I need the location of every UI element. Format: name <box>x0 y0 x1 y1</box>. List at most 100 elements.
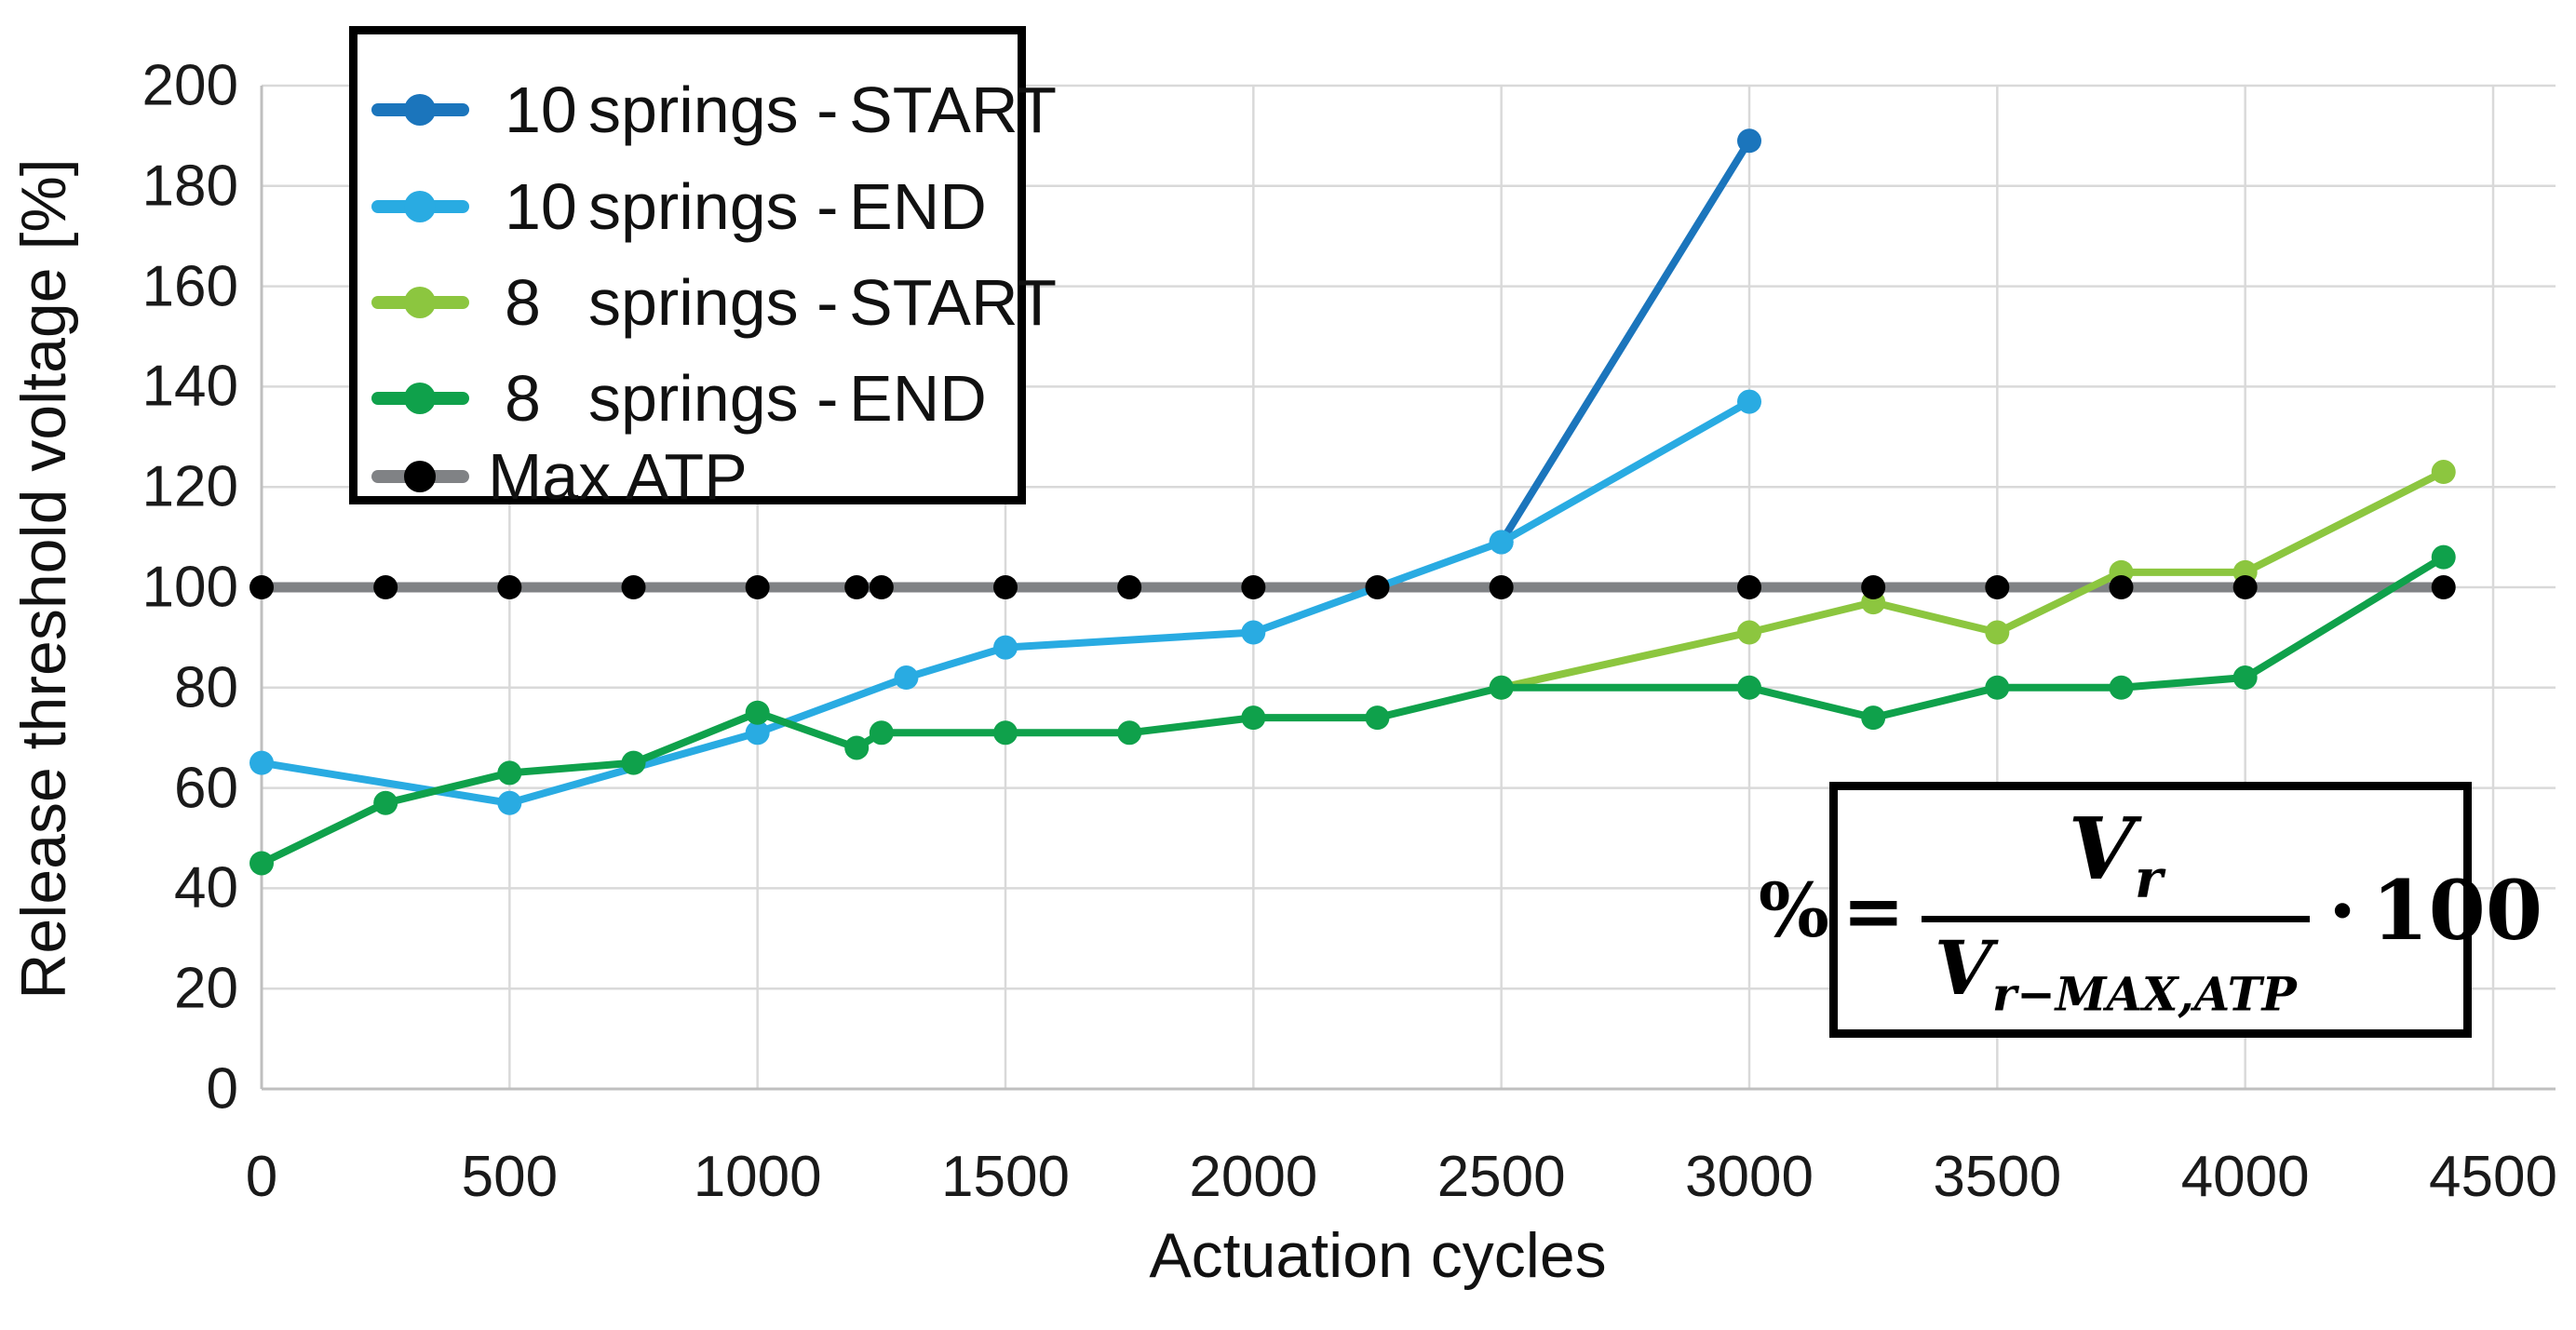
data-point-max-atp <box>1861 575 1886 599</box>
legend-label-springs: springs - <box>588 266 839 339</box>
data-point-8-springs-end <box>2109 675 2134 700</box>
y-tick-label: 20 <box>174 956 238 1021</box>
data-point-8-springs-end <box>2232 665 2258 691</box>
y-tick-label: 60 <box>174 756 238 821</box>
formula-percent: % <box>1758 866 1829 954</box>
data-point-8-springs-end <box>1365 705 1390 731</box>
series-line-10-springs-start <box>1497 137 1753 546</box>
data-point-8-springs-end <box>373 790 398 815</box>
formula-fraction: Vr Vr−MAX,ATP <box>1921 798 2310 1021</box>
formula-box: % = Vr Vr−MAX,ATP · 100 <box>1759 782 2542 1038</box>
formula-factor: 100 <box>2371 861 2543 959</box>
legend-label: Max ATP <box>488 440 748 513</box>
formula-denominator: Vr−MAX,ATP <box>1921 915 2310 1021</box>
legend-label-springs: springs - <box>588 362 839 435</box>
legend: 10 springs - START 10 springs - END 8 springs -… <box>349 26 1057 513</box>
x-axis-title: Actuation cycles <box>1149 1220 1607 1291</box>
data-point-10-springs-end <box>1489 530 1514 555</box>
legend-label-count: 8 <box>505 266 541 339</box>
legend-label-count: 8 <box>505 362 541 435</box>
data-point-8-springs-end <box>2431 544 2456 570</box>
data-point-8-springs-end <box>869 720 894 746</box>
data-point-10-springs-end <box>1737 389 1761 414</box>
data-point-8-springs-start <box>1985 620 2010 645</box>
data-point-max-atp <box>745 575 770 599</box>
data-point-max-atp <box>373 575 398 599</box>
x-tick-label: 3500 <box>1933 1145 2062 1209</box>
series-line-10-springs-end <box>258 397 1753 807</box>
x-tick-label: 4500 <box>2429 1145 2557 1209</box>
legend-label-springs: springs - <box>588 74 839 146</box>
data-point-max-atp <box>2232 575 2258 599</box>
legend-label-springs: springs - <box>588 170 839 243</box>
data-point-max-atp <box>1241 575 1266 599</box>
y-axis-title: Release threshold voltage [%] <box>8 158 79 1000</box>
data-point-max-atp <box>1489 575 1514 599</box>
x-tick-label: 3000 <box>1685 1145 1814 1209</box>
data-point-8-springs-end <box>250 851 274 876</box>
data-point-10-springs-end <box>745 720 770 746</box>
data-point-8-springs-end <box>1737 675 1761 700</box>
y-tick-label: 180 <box>142 154 238 219</box>
data-point-max-atp <box>2109 575 2134 599</box>
y-tick-label: 40 <box>174 855 238 920</box>
data-point-10-springs-start <box>1737 128 1761 154</box>
x-tick-label: 0 <box>245 1145 278 1209</box>
y-tick-label: 80 <box>174 655 238 720</box>
data-point-8-springs-end <box>745 700 770 725</box>
legend-marker-dot-icon <box>404 191 436 222</box>
x-tick-label: 4000 <box>2180 1145 2310 1209</box>
legend-marker-dot-icon <box>404 461 436 492</box>
y-tick-label: 120 <box>142 454 238 519</box>
series-line-8-springs-end <box>258 553 2448 867</box>
data-point-max-atp <box>2431 575 2456 599</box>
data-point-max-atp <box>993 575 1018 599</box>
data-point-max-atp <box>1737 575 1761 599</box>
data-point-10-springs-end <box>250 750 274 775</box>
data-point-max-atp <box>250 575 274 599</box>
data-point-8-springs-end <box>621 750 646 775</box>
data-point-8-springs-start <box>1737 620 1761 645</box>
legend-label-phase: START <box>849 266 1057 339</box>
data-point-8-springs-end <box>497 760 522 786</box>
data-point-max-atp <box>497 575 522 599</box>
data-point-max-atp <box>1365 575 1390 599</box>
formula-multiply-dot: · <box>2327 861 2357 959</box>
data-point-8-springs-end <box>1117 720 1142 746</box>
data-point-10-springs-end <box>497 790 522 815</box>
data-point-10-springs-end <box>993 635 1018 660</box>
formula-numerator: Vr <box>2068 798 2164 910</box>
data-point-8-springs-end <box>1489 675 1514 700</box>
legend-marker-dot-icon <box>404 287 436 318</box>
legend-label-phase: END <box>849 362 987 435</box>
data-point-8-springs-end <box>993 720 1018 746</box>
formula-equals: = <box>1841 866 1905 954</box>
data-point-max-atp <box>621 575 646 599</box>
x-tick-label: 2500 <box>1436 1145 1566 1209</box>
x-tick-label: 1500 <box>941 1145 1070 1209</box>
legend-label-count: 10 <box>505 74 577 146</box>
legend-label-phase: START <box>849 74 1057 146</box>
data-point-max-atp <box>1985 575 2010 599</box>
data-point-10-springs-end <box>894 665 919 691</box>
legend-marker-dot-icon <box>404 383 436 414</box>
y-tick-label: 200 <box>142 53 238 118</box>
series-line-8-springs-start <box>1497 468 2448 692</box>
y-tick-label: 160 <box>142 254 238 319</box>
data-point-10-springs-end <box>1241 620 1266 645</box>
data-point-8-springs-end <box>844 735 870 760</box>
data-point-8-springs-start <box>2431 460 2456 485</box>
x-tick-label: 1000 <box>693 1145 822 1209</box>
data-point-8-springs-end <box>1241 705 1266 731</box>
data-point-8-springs-end <box>1861 705 1886 731</box>
data-point-max-atp <box>1117 575 1142 599</box>
y-tick-label: 100 <box>142 555 238 620</box>
data-point-max-atp <box>844 575 870 599</box>
legend-marker-dot-icon <box>404 94 436 126</box>
x-tick-label: 500 <box>461 1145 559 1209</box>
legend-label-count: 10 <box>505 170 577 243</box>
y-tick-label: 0 <box>206 1056 238 1122</box>
legend-label-phase: END <box>849 170 987 243</box>
